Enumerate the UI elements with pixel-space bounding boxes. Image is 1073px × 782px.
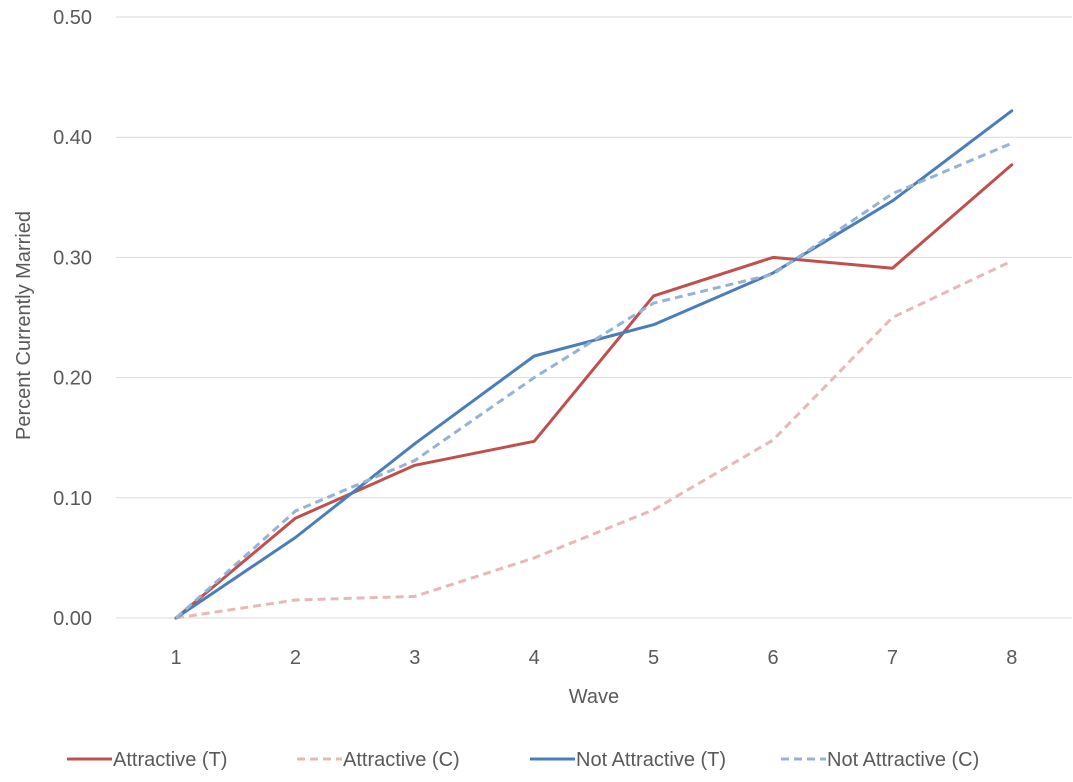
series-line-4 [174, 141, 1013, 620]
y-tick-label: 0.30 [53, 247, 92, 269]
legend-item[interactable]: Not Attractive (C) [781, 749, 979, 771]
x-tick-label: 7 [887, 647, 898, 669]
y-tick-label: 0.50 [53, 7, 92, 29]
x-tick-label: 3 [409, 647, 420, 669]
x-tick-label: 6 [767, 647, 778, 669]
legend-item[interactable]: Attractive (T) [67, 749, 227, 771]
legend-label: Not Attractive (C) [827, 749, 979, 771]
y-tick-label: 0.20 [53, 368, 92, 390]
x-tick-label: 2 [290, 647, 301, 669]
x-tick-label: 5 [648, 647, 659, 669]
legend-label: Attractive (C) [343, 749, 460, 771]
y-tick-label: 0.10 [53, 488, 92, 510]
legend-label: Attractive (T) [113, 749, 227, 771]
legend-item[interactable]: Attractive (C) [297, 749, 460, 771]
series-lines [174, 109, 1014, 620]
x-tick-label: 4 [529, 647, 540, 669]
y-tick-label: 0.00 [53, 608, 92, 630]
x-axis-title: Wave [569, 686, 619, 708]
legend-label: Not Attractive (T) [576, 749, 726, 771]
legend[interactable]: Attractive (T) Attractive (C) Not Attracti… [67, 749, 979, 771]
x-axis-tick-labels: 1 2 3 4 5 6 7 8 [170, 647, 1017, 669]
legend-item[interactable]: Not Attractive (T) [530, 749, 726, 771]
y-tick-label: 0.40 [53, 127, 92, 149]
y-axis-title: Percent Currently Married [13, 211, 35, 440]
y-axis-tick-labels: 0.00 0.10 0.20 0.30 0.40 0.50 [53, 7, 92, 630]
series-line-1 [174, 163, 1014, 620]
gridlines [116, 16, 1072, 499]
series-line-3 [174, 109, 1014, 620]
x-tick-label: 1 [170, 647, 181, 669]
series-line-2 [175, 259, 1013, 620]
x-tick-label: 8 [1006, 647, 1017, 669]
